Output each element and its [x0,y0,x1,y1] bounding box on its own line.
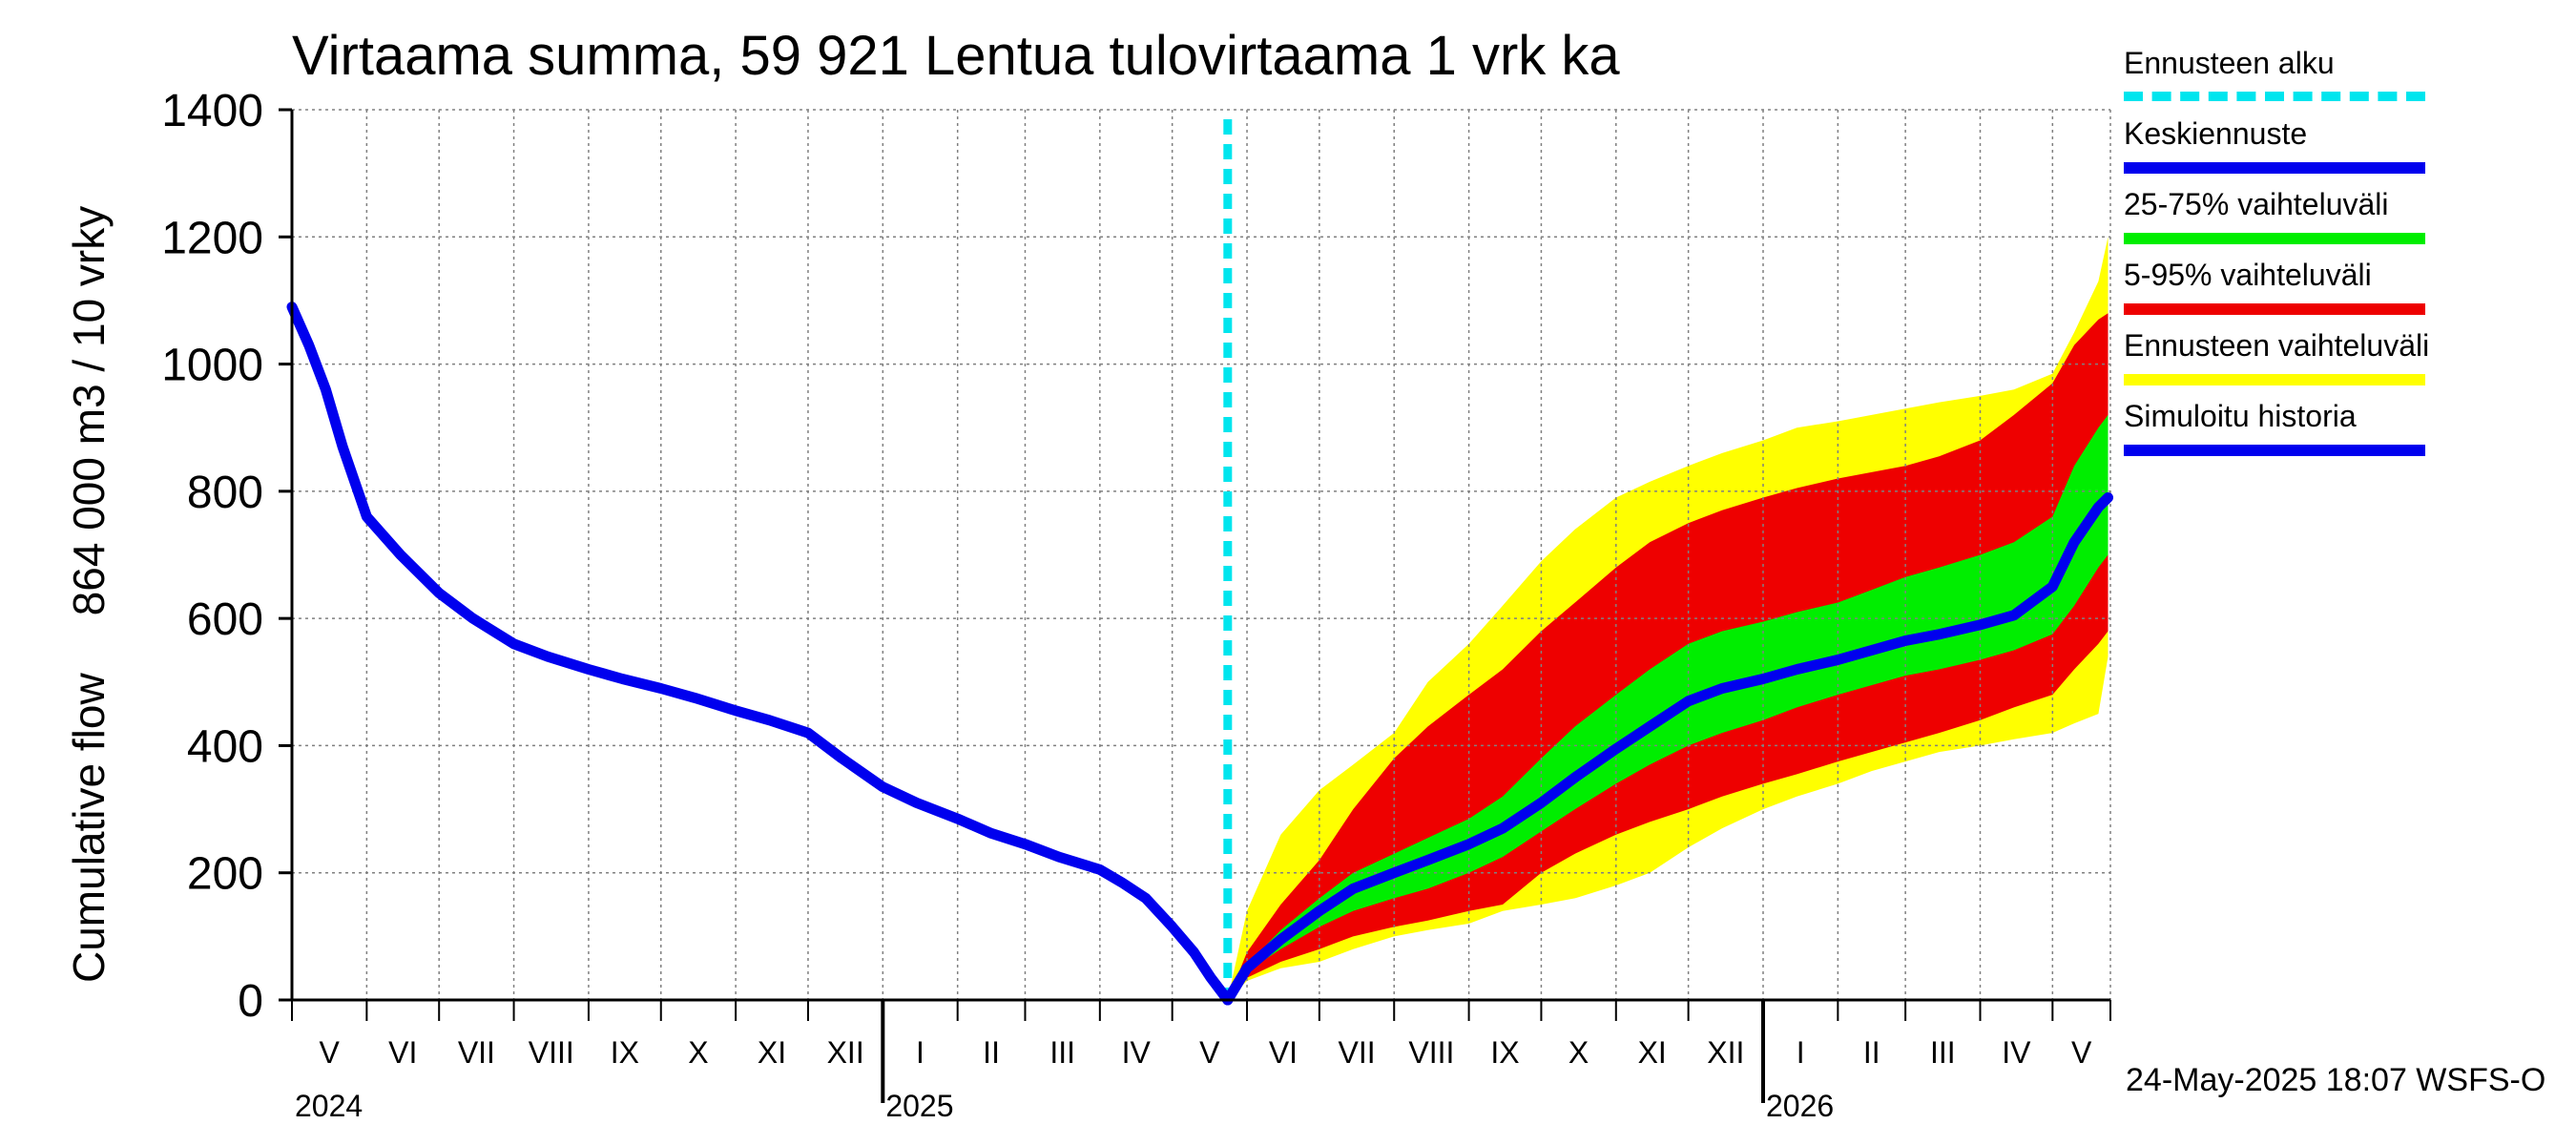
band-5-95-vaihteluv-li [1227,313,2109,1000]
legend-label: 5-95% vaihteluväli [2124,258,2372,292]
month-label: VIII [1408,1035,1454,1070]
month-label: III [1930,1035,1956,1070]
month-label: II [1863,1035,1880,1070]
y-axis-label-quantity: Cumulative flow [64,673,114,983]
legend-item-forecast-start: Ennusteen alku [2124,48,2429,118]
y-tick-label: 200 [187,849,263,900]
month-label: IX [611,1035,639,1070]
y-tick-label: 800 [187,468,263,518]
legend-swatch [2124,445,2425,456]
month-label: IV [2002,1035,2031,1070]
year-label: 2025 [885,1089,953,1123]
month-label: IV [1122,1035,1152,1070]
month-label: V [1199,1035,1220,1070]
y-tick-label: 600 [187,594,263,645]
month-label: II [983,1035,1000,1070]
y-tick-label: 1400 [161,86,263,136]
month-label: XII [827,1035,864,1070]
legend-swatch [2124,162,2425,174]
month-label: X [1568,1035,1589,1070]
legend-label: Ennusteen vaihteluväli [2124,328,2430,363]
history-line [286,302,1234,1006]
legend-item-forecast-range: Ennusteen vaihteluväli [2124,330,2429,401]
legend-item-25-75-range: 25-75% vaihteluväli [2124,189,2429,260]
month-label: XI [1638,1035,1667,1070]
month-label: III [1049,1035,1075,1070]
y-tick-label: 1000 [161,341,263,391]
legend-swatch [2124,303,2425,315]
month-label: VII [458,1035,495,1070]
chart-title: Virtaama summa, 59 921 Lentua tulovirtaa… [292,25,1620,87]
legend-label: Ennusteen alku [2124,46,2335,80]
legend-item-simulated-history: Simuloitu historia [2124,401,2429,471]
month-label: VI [1269,1035,1298,1070]
month-label: V [320,1035,341,1070]
data-lines [286,119,2113,1006]
month-label: X [688,1035,708,1070]
y-axis-label: Cumulative flow 864 000 m3 / 10 vrky [64,205,114,983]
month-label: XII [1707,1035,1744,1070]
legend-item-5-95-range: 5-95% vaihteluväli [2124,260,2429,330]
timestamp-footer: 24-May-2025 18:07 WSFS-O [2126,1062,2546,1098]
month-label: IX [1490,1035,1519,1070]
legend-item-median-forecast: Keskiennuste [2124,118,2429,189]
month-label: VII [1338,1035,1375,1070]
month-label: I [916,1035,924,1070]
month-label: XI [758,1035,786,1070]
year-label: 2026 [1766,1089,1834,1123]
y-tick-label: 1200 [161,213,263,263]
month-label: I [1797,1035,1805,1070]
month-label: VIII [529,1035,574,1070]
y-tick-label: 400 [187,721,263,772]
y-axis-label-unit: 864 000 m3 / 10 vrky [64,205,114,616]
month-label: V [2071,1035,2092,1070]
y-tick-label: 0 [238,976,263,1027]
month-label: VI [388,1035,417,1070]
grid-lines [292,109,2111,1000]
year-label: 2024 [295,1089,363,1123]
legend-label: Keskiennuste [2124,116,2308,151]
legend-swatch [2124,233,2425,244]
legend-swatch [2124,374,2425,385]
legend-swatch [2124,92,2425,101]
legend-label: 25-75% vaihteluväli [2124,187,2389,221]
legend-label: Simuloitu historia [2124,399,2357,433]
median-forecast-line [1222,492,2113,1006]
